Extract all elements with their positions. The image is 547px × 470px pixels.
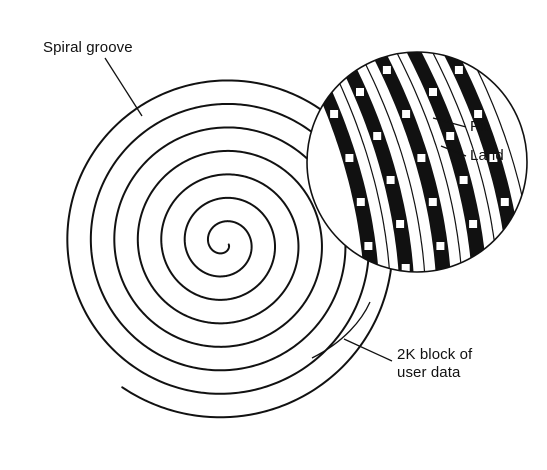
pit-mark: [508, 242, 517, 250]
pit-mark: [356, 88, 364, 96]
pit-mark: [330, 110, 339, 118]
block-bracket: [311, 301, 371, 359]
block-leader: [343, 338, 393, 362]
spiral-groove-label: Spiral groove: [43, 39, 133, 56]
pit-mark: [469, 220, 478, 228]
land-leader: [440, 145, 467, 157]
track-edge: [392, 52, 463, 272]
pit-mark: [489, 154, 498, 162]
magnified-track-icon: [306, 51, 528, 273]
user-data-block-label-line2: user data: [397, 364, 461, 381]
user-data-block-label-line1: 2K block of: [397, 346, 473, 363]
pit-mark: [454, 66, 463, 74]
pit-mark: [364, 242, 373, 250]
track-band: [438, 52, 524, 272]
pit-mark: [436, 242, 445, 250]
pit-mark: [500, 198, 509, 206]
pit-mark: [356, 198, 365, 206]
pit-mark: [459, 176, 468, 184]
track-edge: [320, 52, 391, 272]
leader-lines: [104, 57, 467, 362]
pit-mark: [417, 154, 426, 162]
track-band: [366, 52, 452, 272]
pit-label: Pit: [470, 118, 488, 135]
pit-mark: [396, 220, 405, 228]
pit-mark: [373, 132, 382, 140]
pit-mark: [429, 88, 437, 96]
pit-mark: [401, 264, 410, 272]
user-data-block-label: 2K block of user data: [397, 346, 472, 382]
track-band: [402, 52, 488, 272]
pit-mark: [428, 198, 437, 206]
pit-mark: [345, 154, 354, 162]
pit-leader: [432, 117, 467, 128]
pit-mark: [474, 264, 483, 272]
track-band: [307, 52, 380, 272]
spiral-groove-leader: [104, 57, 143, 117]
track-band: [329, 52, 415, 272]
pit-mark: [386, 176, 395, 184]
track-edge: [464, 52, 527, 272]
pit-mark: [382, 66, 391, 74]
pit-mark: [402, 110, 411, 118]
land-label: Land: [470, 147, 504, 164]
pit-mark: [446, 132, 455, 140]
track-edge: [355, 52, 426, 272]
pit-mark: [310, 66, 319, 74]
pit-mark: [474, 110, 483, 118]
